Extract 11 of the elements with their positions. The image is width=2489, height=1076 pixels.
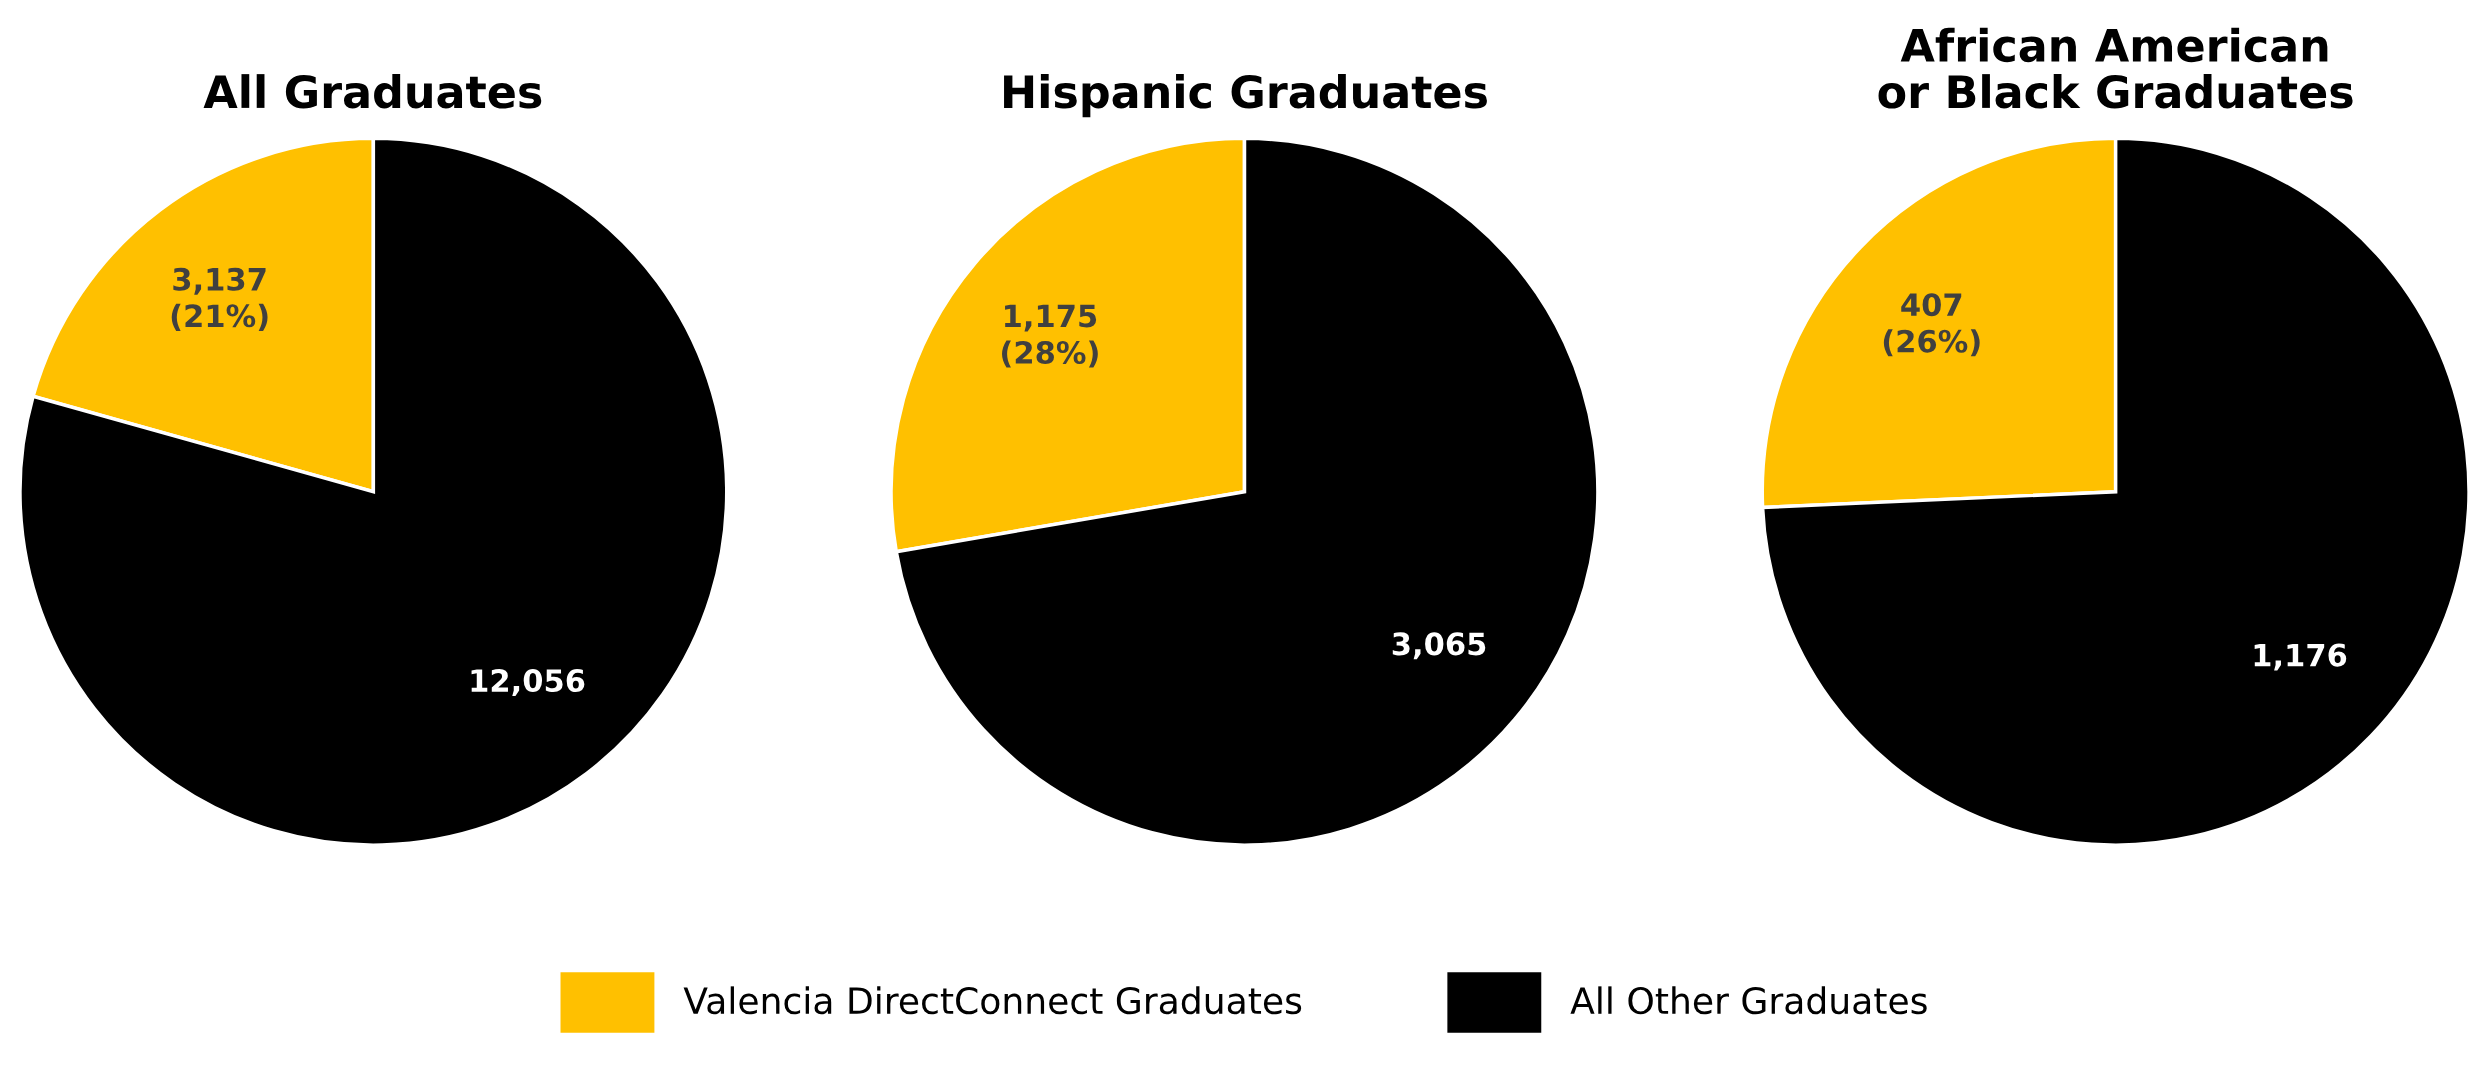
legend-label: Valencia DirectConnect Graduates <box>683 986 1302 1015</box>
chart-title: Hispanic Graduates <box>1004 74 1487 118</box>
data-label: 407 (26%) <box>1883 293 1980 357</box>
chart-title: All Graduates <box>203 74 542 109</box>
chart-title: African American or Black Graduates <box>1878 27 2353 109</box>
data-label: 3,137 (21%) <box>171 267 268 331</box>
data-label: 12,056 <box>471 668 585 696</box>
data-label: 1,175 (28%) <box>1002 304 1098 368</box>
legend-label: All Other Graduates <box>1570 986 1927 1015</box>
data-label: 3,065 <box>1392 632 1486 660</box>
data-label: 1,176 <box>2254 643 2347 671</box>
